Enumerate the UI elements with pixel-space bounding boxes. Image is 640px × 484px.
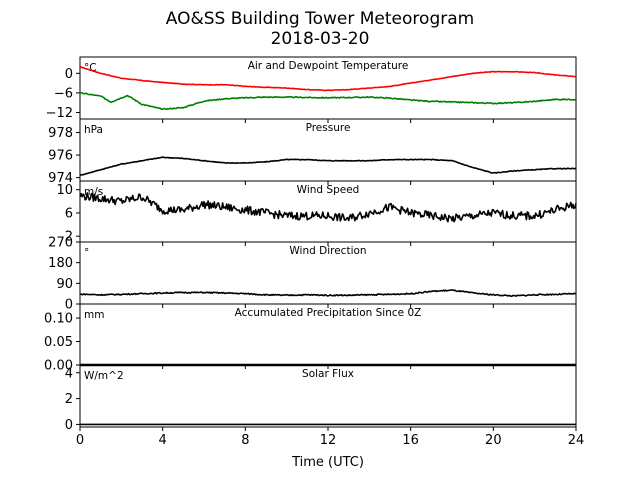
y-tick-label: 0.10 bbox=[44, 312, 73, 327]
x-tick-label: 12 bbox=[320, 433, 337, 448]
y-tick-label: 0 bbox=[65, 67, 73, 82]
y-tick-label: 2 bbox=[65, 230, 73, 245]
x-tick-label: 24 bbox=[568, 433, 585, 448]
panel-2: 2 6 10 Wind Speed m/s bbox=[56, 180, 577, 246]
figure-subtitle: 2018-03-20 bbox=[271, 29, 370, 49]
panel-unit: W/m^2 bbox=[84, 370, 124, 382]
y-tick-label: 0.05 bbox=[44, 335, 73, 350]
panel-title: Accumulated Precipitation Since 0Z bbox=[235, 307, 422, 319]
y-tick-label: 0 bbox=[65, 298, 73, 313]
x-tick-label: 4 bbox=[159, 433, 167, 448]
panel-5: 0 2 4 Solar Flux W/m^2 bbox=[65, 364, 577, 433]
series-line-1 bbox=[79, 91, 577, 111]
y-tick-label: 180 bbox=[48, 256, 73, 271]
y-tick-label: 974 bbox=[48, 171, 73, 186]
panel-unit: hPa bbox=[84, 124, 103, 136]
y-tick-label: 978 bbox=[48, 126, 73, 141]
series-line-0 bbox=[79, 192, 577, 223]
panel-title: Wind Speed bbox=[297, 184, 360, 196]
y-tick-label: 6 bbox=[65, 206, 73, 221]
panel-title: Air and Dewpoint Temperature bbox=[248, 60, 409, 72]
series-line-0 bbox=[80, 289, 577, 298]
y-tick-label: 0 bbox=[65, 418, 73, 433]
series-line-0 bbox=[79, 156, 577, 177]
panel-title: Pressure bbox=[306, 122, 351, 134]
y-tick-label: 0.00 bbox=[44, 359, 73, 374]
panel-title: Wind Direction bbox=[289, 245, 366, 257]
figure-title: AO&SS Building Tower Meteorogram bbox=[166, 9, 474, 29]
x-tick-label: 8 bbox=[241, 433, 249, 448]
x-tick-label: 0 bbox=[76, 433, 84, 448]
y-tick-label: −12 bbox=[46, 106, 73, 121]
panel-4: 0.00 0.05 0.10 Accumulated Precipitation Si… bbox=[44, 303, 577, 374]
panel-unit: mm bbox=[84, 309, 104, 321]
panel-1: 974 976 978 Pressure hPa bbox=[48, 118, 577, 186]
x-tick-label: 16 bbox=[402, 433, 419, 448]
x-axis: 0 4 8 12 16 20 24 bbox=[76, 433, 584, 448]
panel-unit: m/s bbox=[84, 186, 103, 198]
y-tick-label: 90 bbox=[56, 277, 73, 292]
x-tick-label: 20 bbox=[485, 433, 502, 448]
y-tick-label: 976 bbox=[48, 149, 73, 164]
y-tick-label: 10 bbox=[56, 183, 73, 198]
panel-unit: ° bbox=[84, 247, 89, 259]
panel-3: 0 90 180 270 Wind Direction ° bbox=[48, 236, 577, 313]
x-axis-label: Time (UTC) bbox=[291, 455, 364, 470]
y-tick-label: 270 bbox=[48, 236, 73, 251]
y-tick-label: 4 bbox=[65, 366, 73, 381]
y-tick-label: −6 bbox=[54, 86, 73, 101]
panel-title: Solar Flux bbox=[302, 368, 354, 380]
series-line-0 bbox=[79, 65, 577, 92]
y-tick-label: 2 bbox=[65, 392, 73, 407]
